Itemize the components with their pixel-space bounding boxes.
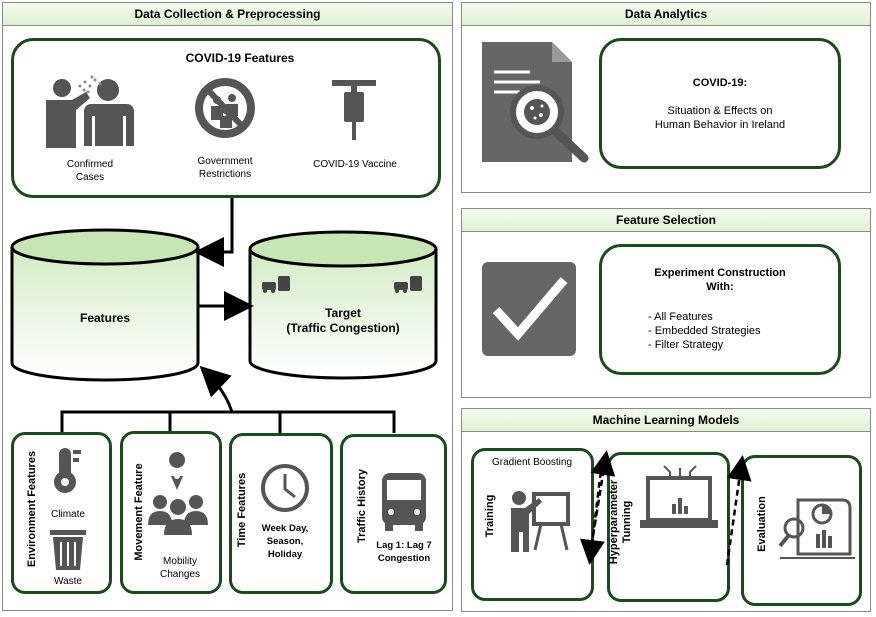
mobility-line2: Changes xyxy=(159,569,201,580)
analytics-title: COVID-19: xyxy=(692,77,748,89)
time-details-label: Week Day, Season, Holiday xyxy=(252,522,318,561)
analytics-line2: Human Behavior in Ireland xyxy=(654,119,786,131)
experiment-item-1: - All Features xyxy=(648,311,713,323)
covid-features-title: COVID-19 Features xyxy=(185,51,295,65)
covid-vaccine-label: COVID-19 Vaccine xyxy=(313,159,397,170)
traffic-line2: Congestion xyxy=(377,553,431,564)
mobility-changes-label: Mobility Changes xyxy=(148,555,212,581)
panel-title-selection: Feature Selection xyxy=(462,209,870,232)
time-line1: Week Day, xyxy=(261,523,309,534)
panel-title-models: Machine Learning Models xyxy=(462,409,870,432)
analytics-text: COVID-19: Situation & Effects on Human B… xyxy=(609,76,831,132)
experiment-title-line1: Experiment Construction xyxy=(654,267,786,279)
panel-title-collection: Data Collection & Preprocessing xyxy=(3,3,452,26)
experiment-box xyxy=(599,244,841,375)
analytics-line1: Situation & Effects on xyxy=(667,105,773,117)
analytics-box xyxy=(599,38,841,169)
waste-label: Waste xyxy=(54,576,82,587)
target-label-line1: Target xyxy=(325,306,361,320)
experiment-title-line2: With: xyxy=(706,281,734,293)
climate-label: Climate xyxy=(51,509,85,520)
time-line2: Season, xyxy=(266,536,304,547)
government-restrictions-label: Government Restrictions xyxy=(197,156,253,180)
experiment-item-3: - Filter Strategy xyxy=(648,339,724,351)
traffic-details-label: Lag 1: Lag 7 Congestion xyxy=(366,539,442,565)
confirmed-cases-label: Confirmed Cases xyxy=(66,159,114,183)
traffic-line1: Lag 1: Lag 7 xyxy=(376,540,432,551)
mobility-line1: Mobility xyxy=(163,556,197,567)
target-label: Target (Traffic Congestion) xyxy=(260,306,426,336)
experiment-item-2: - Embedded Strategies xyxy=(648,325,761,337)
target-label-line2: (Traffic Congestion) xyxy=(286,321,400,335)
panel-title-analytics: Data Analytics xyxy=(462,3,870,26)
experiment-title: Experiment Construction With: xyxy=(609,266,831,294)
time-line3: Holiday xyxy=(267,549,303,560)
gradient-boosting-label: Gradient Boosting xyxy=(491,457,573,468)
time-features-box xyxy=(229,433,333,594)
experiment-list: - All Features - Embedded Strategies - F… xyxy=(648,310,828,352)
features-label: Features xyxy=(79,311,131,325)
